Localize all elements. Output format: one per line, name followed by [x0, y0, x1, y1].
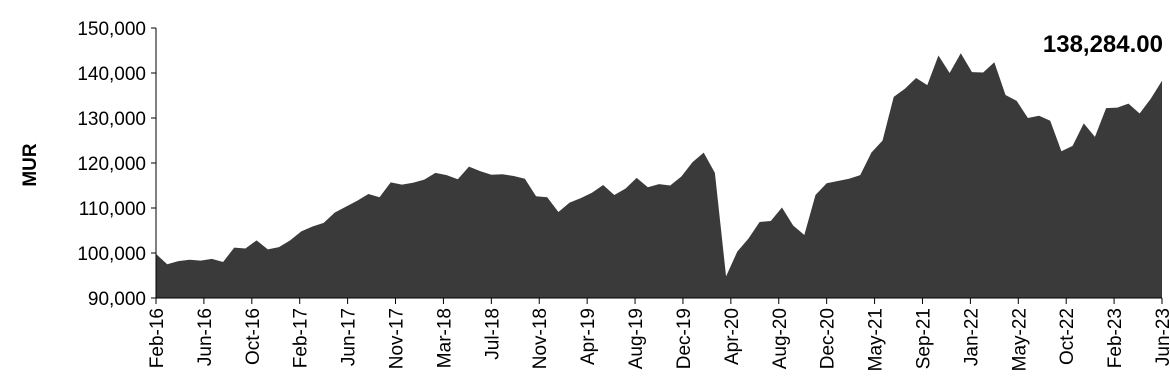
x-tick-label: Nov-18 — [530, 308, 551, 369]
y-axis-label: MUR — [20, 143, 41, 187]
x-tick-label: Dec-20 — [818, 308, 839, 369]
x-tick-label: Apr-20 — [722, 308, 743, 365]
y-tick-label: 90,000 — [88, 289, 146, 310]
x-tick-label: Jan-22 — [961, 308, 982, 366]
y-tick-label: 150,000 — [77, 19, 146, 40]
y-tick-label: 130,000 — [77, 109, 146, 130]
x-tick-label: Aug-20 — [770, 308, 791, 369]
y-tick-label: 120,000 — [77, 154, 146, 175]
x-tick-label: Jun-17 — [339, 308, 360, 366]
last-value-label: 138,284.00 — [1043, 31, 1163, 58]
x-axis: Feb-16 Jun-16 Oct-16 Feb-17 Jun-17 Nov-17 Mar-… — [147, 297, 1170, 371]
y-tick-label: 100,000 — [77, 244, 146, 265]
x-tick-label: Mar-18 — [434, 308, 455, 368]
y-tick-label: 110,000 — [79, 199, 146, 220]
x-tick-label: Nov-17 — [387, 308, 408, 369]
x-tick-label: Oct-22 — [1057, 308, 1078, 365]
x-tick-label: Jun-16 — [195, 308, 216, 366]
x-tick-label: Feb-17 — [291, 308, 312, 368]
x-tick-label: Dec-19 — [674, 308, 695, 369]
x-tick-label: Jun-23 — [1153, 308, 1170, 366]
x-tick-label: Feb-16 — [147, 308, 168, 368]
x-tick-label: Sep-21 — [913, 308, 934, 369]
y-tick-label: 140,000 — [77, 64, 146, 85]
y-axis: 90,000 100,000 110,000 120,000 130,000 140,00… — [77, 19, 157, 310]
area-series — [156, 53, 1162, 299]
x-tick-label: May-21 — [866, 308, 887, 371]
x-tick-label: Apr-19 — [578, 308, 599, 365]
x-tick-label: Feb-23 — [1105, 308, 1126, 368]
x-tick-label: May-22 — [1009, 308, 1030, 371]
x-tick-label: Oct-16 — [243, 308, 264, 365]
x-tick-label: Jul-18 — [482, 308, 503, 360]
x-tick-label: Aug-19 — [626, 308, 647, 369]
